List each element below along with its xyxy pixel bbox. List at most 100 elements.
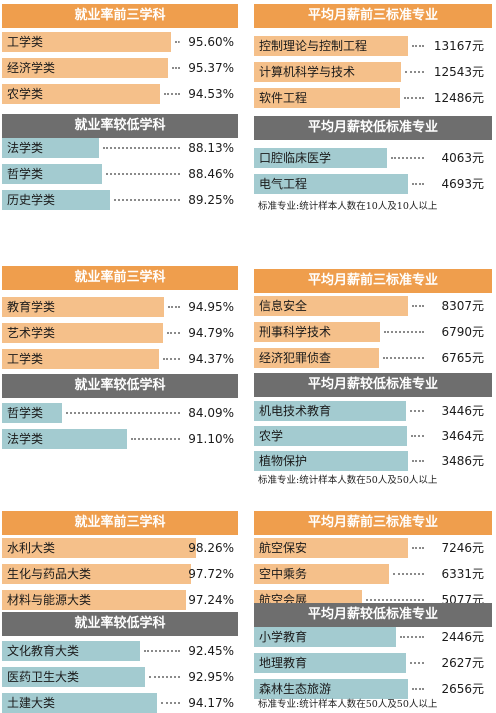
leader-dots <box>365 599 424 601</box>
category-label: 机电技术教育 <box>259 404 332 418</box>
bar-row: 航空保安 7246元 <box>254 538 492 558</box>
bar <box>2 693 157 713</box>
bar <box>254 451 408 471</box>
value-label: 95.37% <box>188 61 234 75</box>
category-label: 艺术学类 <box>7 326 56 340</box>
bar-row: 控制理论与控制工程 13167元 <box>254 36 492 56</box>
value-label: 94.95% <box>188 300 234 314</box>
panel-header-6: 就业率较低学科 <box>2 374 238 398</box>
bar <box>2 403 62 423</box>
panel-header-4: 就业率前三学科 <box>2 266 238 290</box>
leader-dots <box>103 147 180 149</box>
bar-row: 口腔临床医学 4063元 <box>254 148 492 168</box>
category-label: 法学类 <box>7 141 44 155</box>
bar <box>2 641 141 661</box>
panel-header-10: 就业率较低学科 <box>2 612 238 636</box>
bar <box>254 348 380 368</box>
bar <box>2 32 171 52</box>
category-label: 刑事科学技术 <box>259 325 332 339</box>
bar-row: 哲学类 88.46% <box>2 164 238 184</box>
leader-dots <box>412 305 424 307</box>
bar-row: 材料与能源大类 97.24% <box>2 590 238 610</box>
leader-dots <box>391 157 424 159</box>
bar-row: 软件工程 12486元 <box>254 88 492 108</box>
leader-dots <box>131 438 180 440</box>
leader-dots <box>144 650 180 652</box>
bar-row: 计算机科学与技术 12543元 <box>254 62 492 82</box>
panel-header-1: 平均月薪前三标准专业 <box>254 4 492 28</box>
leader-dots <box>412 183 424 185</box>
leader-dots <box>166 332 180 334</box>
leader-dots <box>412 688 424 690</box>
category-label: 空中乘务 <box>259 567 308 581</box>
category-label: 历史学类 <box>7 193 56 207</box>
value-label: 7246元 <box>441 541 484 555</box>
category-label: 生化与药品大类 <box>7 567 92 581</box>
category-label: 信息安全 <box>259 299 308 313</box>
bar-row: 文化教育大类 92.45% <box>2 641 238 661</box>
leader-dots <box>162 358 180 360</box>
category-label: 控制理论与控制工程 <box>259 39 368 53</box>
value-label: 94.37% <box>188 352 234 366</box>
value-label: 94.17% <box>188 696 234 710</box>
leader-dots <box>411 435 424 437</box>
panel-header-0: 就业率前三学科 <box>2 4 238 28</box>
bar-row: 医药卫生大类 92.95% <box>2 667 238 687</box>
value-label: 94.53% <box>188 87 234 101</box>
value-label: 6331元 <box>441 567 484 581</box>
bar <box>2 323 163 343</box>
category-label: 经济犯罪侦查 <box>259 351 332 365</box>
leader-dots <box>404 71 424 73</box>
category-label: 哲学类 <box>7 406 44 420</box>
footnote: 标准专业:统计样本人数在50人及50人以上 <box>258 475 438 486</box>
bar-row: 历史学类 89.25% <box>2 190 238 210</box>
panel-header-2: 就业率较低学科 <box>2 114 238 138</box>
category-label: 植物保护 <box>259 454 308 468</box>
category-label: 口腔临床医学 <box>259 151 332 165</box>
bar <box>254 401 407 421</box>
panel-header-9: 平均月薪前三标准专业 <box>254 511 492 535</box>
category-label: 地理教育 <box>259 656 308 670</box>
category-label: 文化教育大类 <box>7 644 80 658</box>
bar <box>2 164 103 184</box>
bar-row: 法学类 88.13% <box>2 138 238 158</box>
category-label: 教育学类 <box>7 300 56 314</box>
category-label: 哲学类 <box>7 167 44 181</box>
category-label: 水利大类 <box>7 541 56 555</box>
bar-row: 生化与药品大类 97.72% <box>2 564 238 584</box>
bar <box>254 322 380 342</box>
bar <box>2 667 146 687</box>
leader-dots <box>174 41 180 43</box>
bar <box>2 564 191 584</box>
category-label: 软件工程 <box>259 91 308 105</box>
category-label: 工学类 <box>7 352 44 366</box>
bar <box>2 349 159 369</box>
value-label: 94.79% <box>188 326 234 340</box>
leader-dots <box>172 67 180 69</box>
value-label: 88.13% <box>188 141 234 155</box>
value-label: 8307元 <box>441 299 484 313</box>
value-label: 3464元 <box>441 429 484 443</box>
bar-row: 机电技术教育 3446元 <box>254 401 492 421</box>
bar-row: 土建大类 94.17% <box>2 693 238 713</box>
category-label: 法学类 <box>7 432 44 446</box>
bar-row: 工学类 94.37% <box>2 349 238 369</box>
category-label: 材料与能源大类 <box>7 593 92 607</box>
value-label: 6790元 <box>441 325 484 339</box>
bar <box>2 538 196 558</box>
category-label: 小学教育 <box>259 630 308 644</box>
value-label: 2627元 <box>441 656 484 670</box>
bar <box>2 138 99 158</box>
bar-row: 经济犯罪侦查 6765元 <box>254 348 492 368</box>
value-label: 97.72% <box>188 567 234 581</box>
leader-dots <box>412 45 424 47</box>
leader-dots <box>399 636 424 638</box>
value-label: 12486元 <box>433 91 484 105</box>
value-label: 3446元 <box>441 404 484 418</box>
leader-dots <box>168 306 180 308</box>
bar-row: 教育学类 94.95% <box>2 297 238 317</box>
bar-row: 小学教育 2446元 <box>254 627 492 647</box>
value-label: 89.25% <box>188 193 234 207</box>
bar <box>2 190 110 210</box>
category-label: 土建大类 <box>7 696 56 710</box>
